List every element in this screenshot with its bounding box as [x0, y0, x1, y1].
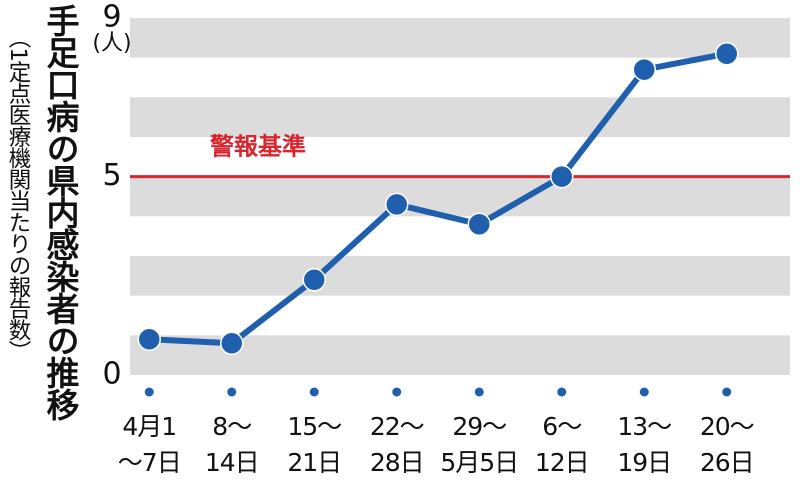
x-tick-label: 21日 — [287, 448, 341, 477]
point — [550, 164, 574, 189]
x-tick-label: 8～ — [212, 412, 251, 441]
y-tick-label: 5 — [102, 158, 121, 193]
x-tick-dot — [722, 387, 732, 397]
y-tick-label: 0 — [102, 357, 121, 392]
x-tick-dot — [557, 387, 567, 397]
point — [715, 41, 739, 66]
reference-label: 警報基準 — [209, 133, 306, 161]
x-tick-label: 22～ — [370, 412, 424, 441]
point — [220, 331, 244, 356]
point — [137, 327, 161, 352]
x-tick-label: 15～ — [287, 412, 341, 441]
x-tick-dot — [309, 387, 319, 397]
grid-band — [130, 97, 790, 137]
x-tick-dot — [474, 387, 484, 397]
x-tick-label: 20～ — [700, 412, 754, 441]
line — [149, 50, 728, 347]
point — [632, 57, 656, 82]
x-tick-label: 6～ — [542, 412, 581, 441]
x-tick-label: 13～ — [617, 412, 671, 441]
y-unit: (人) — [92, 31, 131, 56]
x-tick-dot — [227, 387, 237, 397]
x-tick-label: ～7日 — [118, 448, 181, 477]
point — [302, 268, 326, 292]
x-tick-label: 5月5日 — [440, 448, 518, 477]
x-tick-label: 4月1 — [122, 412, 176, 441]
grid-band — [130, 18, 790, 58]
chart-subtitle: （1定点医療機関当たりの報告数） — [5, 26, 31, 362]
grid-band — [130, 256, 790, 296]
y-tick-label: 9 — [102, 0, 121, 35]
x-tick-label: 14日 — [205, 448, 259, 477]
x-tick-label: 29～ — [452, 412, 506, 441]
x-tick-dot — [144, 387, 154, 397]
x-tick-dot — [639, 387, 649, 397]
x-tick-label: 26日 — [700, 448, 754, 477]
x-tick-dot — [392, 387, 402, 397]
x-tick-label: 12日 — [535, 448, 589, 477]
grid-band — [130, 176, 790, 217]
chart-title: 手足口病の県内感染者の推移 — [41, 4, 80, 420]
point — [467, 212, 491, 237]
x-tick-label: 28日 — [370, 448, 424, 477]
x-tick-label: 19日 — [617, 448, 671, 477]
point — [385, 192, 409, 217]
